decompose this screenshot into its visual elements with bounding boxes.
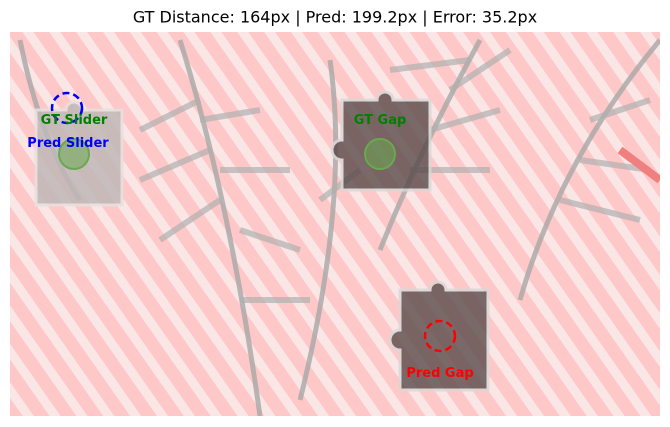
pred-gap-label: Pred Gap: [406, 366, 473, 381]
gt-slider-marker: [58, 138, 90, 170]
pred-slider-marker: [50, 91, 84, 125]
captcha-image: [10, 32, 660, 416]
gt-gap-label: GT Gap: [354, 113, 407, 128]
title: GT Distance: 164px | Pred: 199.2px | Err…: [133, 8, 537, 27]
gt-gap-marker: [364, 138, 396, 170]
pred-gap-marker: [423, 319, 457, 353]
gt-slider-label: GT Slider: [41, 113, 108, 128]
pred-slider-label: Pred Slider: [27, 136, 109, 151]
